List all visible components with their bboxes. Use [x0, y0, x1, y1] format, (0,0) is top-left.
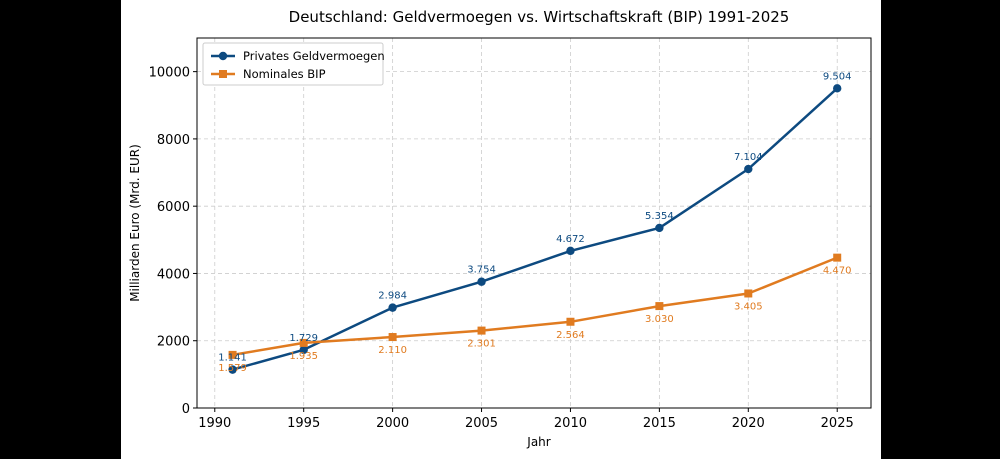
data-point	[477, 326, 486, 335]
y-tick-label: 8000	[157, 133, 190, 148]
y-tick-label: 4000	[157, 267, 190, 282]
chart-title: Deutschland: Geldvermoegen vs. Wirtschaf…	[289, 8, 790, 26]
data-label: 2.564	[556, 330, 585, 341]
x-axis-title: Jahr	[526, 435, 550, 449]
data-point	[388, 333, 397, 342]
data-label: 5.354	[645, 211, 674, 222]
data-label: 2.984	[378, 291, 407, 302]
data-point	[566, 317, 575, 326]
x-tick-label: 2000	[376, 416, 409, 431]
data-label: 1.935	[289, 351, 318, 362]
x-tick-label: 2010	[554, 416, 587, 431]
data-label: 7.104	[734, 152, 763, 163]
legend-entry-label: Privates Geldvermoegen	[243, 49, 385, 63]
legend: Privates Geldvermoegen Nominales BIP	[202, 42, 385, 86]
data-label: 3.030	[645, 314, 674, 325]
y-tick-label: 2000	[157, 335, 190, 350]
x-tick-label: 2005	[465, 416, 498, 431]
data-label: 2.301	[467, 339, 496, 350]
data-point	[299, 338, 308, 347]
x-tick-label: 2020	[732, 416, 765, 431]
data-point	[655, 223, 664, 233]
legend-box	[202, 42, 384, 86]
x-tick-label: 1995	[287, 416, 320, 431]
data-label: 9.504	[823, 71, 852, 82]
legend-marker-1	[219, 70, 227, 78]
data-point	[299, 345, 308, 355]
data-point	[477, 277, 486, 286]
data-label: 1.141	[218, 353, 247, 364]
data-label: 1.729	[289, 333, 318, 344]
plot-frame	[196, 37, 872, 409]
data-label: 4.470	[823, 266, 852, 277]
series-layer	[228, 84, 842, 374]
legend-marker-0	[218, 51, 228, 61]
y-tick-label: 10000	[149, 66, 190, 81]
x-tick-label: 1990	[198, 416, 231, 431]
x-tick-label: 2015	[643, 416, 676, 431]
data-label: 3.754	[467, 265, 496, 276]
y-tick-label: 6000	[157, 200, 190, 215]
data-point	[744, 289, 753, 298]
data-point	[388, 303, 397, 312]
data-label: 4.672	[556, 234, 585, 245]
data-label: 2.110	[378, 345, 407, 356]
chart-figure: Deutschland: Geldvermoegen vs. Wirtschaf…	[121, 0, 881, 459]
data-point	[833, 253, 842, 262]
data-point	[228, 365, 237, 374]
data-point	[655, 302, 664, 311]
data-labels: 1.141 1.729 2.984 3.754 4.672 5.354 7.104 9.504…	[218, 71, 851, 374]
data-point	[228, 350, 237, 359]
y-tick-label: 0	[182, 402, 190, 417]
data-point	[566, 246, 575, 256]
y-axis-title: Milliarden Euro (Mrd. EUR)	[128, 144, 142, 302]
data-label: 3.405	[734, 301, 763, 312]
series-line-0	[232, 87, 839, 371]
data-point	[744, 164, 753, 174]
axes: 1990 1995 2000 2005 2010 2015 2020 2025 0 2000 400…	[149, 37, 872, 431]
legend-entry-label: Nominales BIP	[243, 67, 326, 81]
series-line-1	[232, 256, 838, 357]
data-point	[833, 84, 842, 93]
data-label: 1.579	[218, 363, 247, 374]
line-chart: Deutschland: Geldvermoegen vs. Wirtschaf…	[128, 8, 872, 449]
x-tick-label: 2025	[821, 416, 854, 431]
